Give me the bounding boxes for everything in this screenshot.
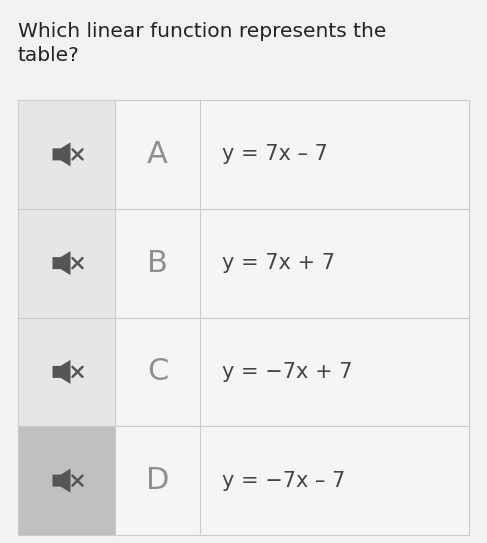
Text: y = −7x – 7: y = −7x – 7 — [222, 471, 345, 491]
Bar — [115, 318, 469, 426]
Polygon shape — [53, 251, 71, 275]
Bar — [18, 318, 115, 426]
Text: Which linear function represents the: Which linear function represents the — [18, 22, 386, 41]
Polygon shape — [53, 142, 71, 166]
Bar — [115, 209, 469, 318]
Bar — [18, 209, 115, 318]
Bar — [18, 100, 115, 209]
Polygon shape — [53, 469, 71, 493]
Text: y = −7x + 7: y = −7x + 7 — [222, 362, 353, 382]
Bar — [18, 426, 115, 535]
Text: A: A — [147, 140, 168, 169]
Text: y = 7x + 7: y = 7x + 7 — [222, 253, 335, 273]
Bar — [18, 100, 469, 535]
Text: y = 7x – 7: y = 7x – 7 — [222, 144, 328, 165]
Polygon shape — [53, 360, 71, 384]
Bar — [115, 100, 469, 209]
Text: B: B — [147, 249, 168, 277]
Bar — [115, 426, 469, 535]
Text: C: C — [147, 357, 168, 387]
Text: D: D — [146, 466, 169, 495]
Text: table?: table? — [18, 46, 80, 65]
